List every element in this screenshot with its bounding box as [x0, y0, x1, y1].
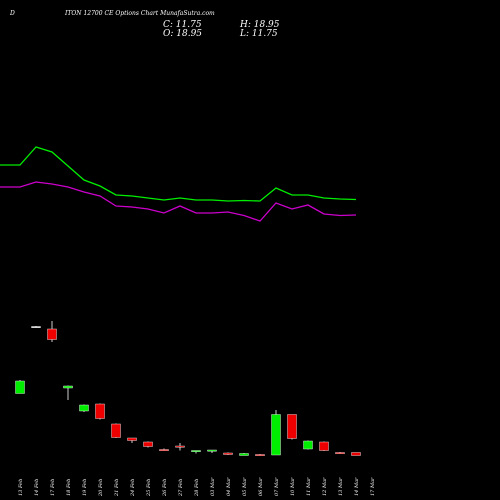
ohlc-open: O: 18.95	[163, 29, 202, 39]
x-tick-label: 27 Feb	[178, 479, 184, 497]
x-tick-label: 03 Mar	[210, 477, 216, 496]
candle-9	[143, 441, 153, 448]
candle-15	[239, 453, 249, 456]
candle-body	[47, 328, 57, 340]
candle-16	[255, 454, 265, 456]
candle-7	[111, 423, 121, 438]
candle-22	[351, 452, 361, 456]
x-tick-label: 24 Feb	[130, 479, 136, 497]
candle-body	[127, 437, 137, 441]
chart-left-label: D	[9, 10, 15, 17]
x-tick-label: 28 Feb	[194, 479, 200, 497]
candle-body	[63, 385, 73, 389]
candle-body	[207, 449, 217, 452]
indicator-line-2	[0, 181, 357, 222]
candle-19	[303, 440, 313, 450]
x-tick-label: 12 Mar	[322, 477, 328, 496]
candles	[15, 321, 361, 456]
candle-4	[63, 385, 73, 400]
x-tick-label: 25 Feb	[146, 479, 152, 497]
x-tick-label: 19 Feb	[82, 479, 88, 496]
candle-5	[79, 404, 89, 412]
candle-body	[335, 452, 345, 454]
x-tick-label: 14 Mar	[354, 477, 360, 496]
x-axis-ticks: 13 Feb 14 Feb 17 Feb 18 Feb 19 Feb 20 Feb 21 F…	[18, 477, 376, 497]
candle-body	[191, 450, 201, 452]
candle-1	[15, 380, 25, 394]
candle-17	[271, 410, 281, 456]
candle-11	[175, 443, 185, 451]
chart-title: ITON 12700 CE Options Chart MunafaSutra.…	[64, 10, 215, 17]
x-tick-label: 05 Mar	[242, 477, 248, 496]
candle-body	[143, 441, 153, 447]
candle-6	[95, 403, 105, 420]
candle-body	[111, 423, 121, 438]
x-tick-label: 18 Feb	[66, 479, 72, 496]
candle-21	[335, 452, 345, 454]
candle-body	[159, 449, 169, 451]
candle-8	[127, 437, 137, 443]
x-tick-label: 06 Mar	[258, 477, 264, 496]
candle-body	[255, 454, 265, 456]
candle-body	[351, 452, 361, 456]
x-tick-label: 17 Feb	[50, 479, 56, 496]
candle-13	[207, 449, 217, 453]
indicator-line-1	[0, 146, 357, 202]
candle-14	[223, 452, 233, 455]
candle-body	[15, 380, 25, 394]
ohlc-close: C: 11.75	[163, 20, 202, 30]
candle-body	[31, 326, 41, 328]
candle-2	[31, 326, 41, 328]
x-tick-label: 13 Mar	[338, 477, 344, 496]
candle-body	[239, 453, 249, 456]
candle-3	[47, 321, 57, 342]
candle-body	[303, 440, 313, 450]
x-tick-label: 20 Feb	[98, 479, 104, 497]
candle-body	[319, 441, 329, 451]
candle-body	[79, 404, 89, 412]
x-tick-label: 26 Feb	[162, 479, 168, 497]
candle-body	[95, 403, 105, 419]
indicator-lines	[0, 146, 357, 222]
ohlc-high: H: 18.95	[239, 20, 280, 30]
candle-20	[319, 441, 329, 451]
candle-body	[287, 414, 297, 439]
candle-12	[191, 450, 201, 454]
x-tick-label: 21 Feb	[114, 479, 120, 497]
x-tick-label: 13 Feb	[18, 479, 24, 496]
candle-10	[159, 448, 169, 451]
x-tick-label: 17 Mar	[370, 477, 376, 496]
x-tick-label: 04 Mar	[226, 477, 232, 496]
ohlc-low: L: 11.75	[239, 29, 278, 39]
x-tick-label: 11 Mar	[306, 477, 312, 496]
candle-body	[175, 445, 185, 448]
candle-body	[271, 414, 281, 456]
x-tick-label: 14 Feb	[34, 479, 40, 496]
x-tick-label: 07 Mar	[274, 477, 280, 496]
candle-body	[223, 452, 233, 455]
candle-18	[287, 414, 297, 440]
x-tick-label: 10 Mar	[290, 477, 296, 496]
